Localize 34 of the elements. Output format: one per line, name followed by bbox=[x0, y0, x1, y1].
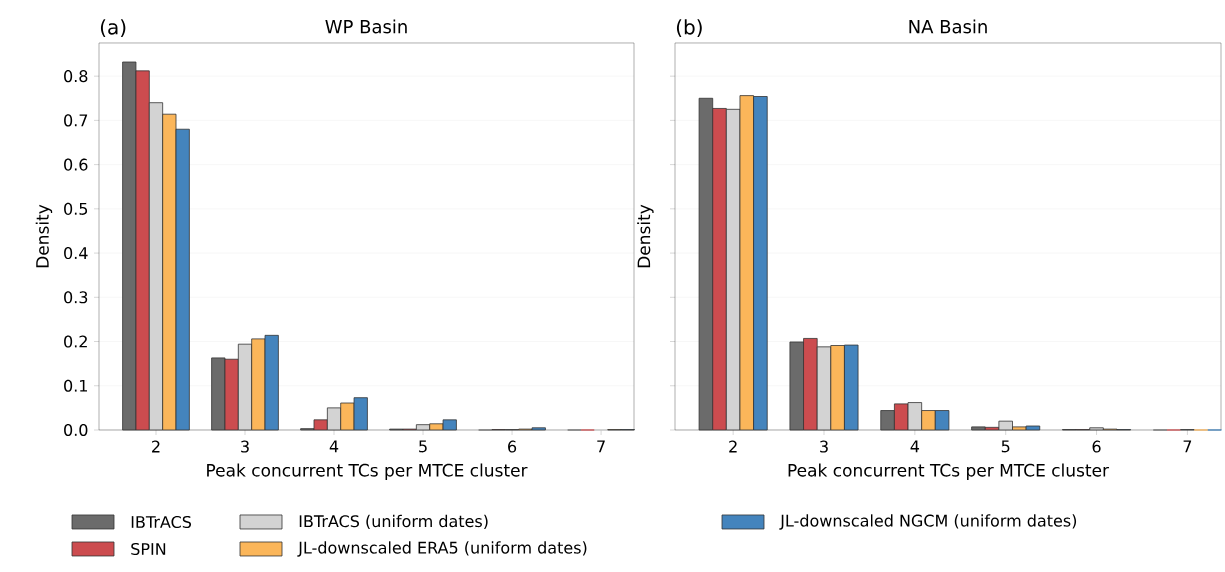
y-axis-title: Density bbox=[35, 204, 53, 268]
x-tick-label: 3 bbox=[241, 440, 249, 453]
y-axis-title: Density bbox=[637, 204, 654, 268]
legend-label: JL-downscaled ERA5 (uniform dates) bbox=[297, 541, 587, 557]
y-tick-label: 0.0 bbox=[64, 423, 88, 437]
x-tick-label: 7 bbox=[597, 440, 605, 453]
y-tick-label: 0.1 bbox=[64, 379, 87, 392]
legend-label: IBTrACS (uniform dates) bbox=[299, 514, 488, 530]
y-tick-label: 0.6 bbox=[64, 158, 88, 171]
x-tick-label: 6 bbox=[1092, 440, 1101, 453]
x-tick-label: 5 bbox=[1001, 440, 1010, 453]
y-tick-label: 0.8 bbox=[64, 70, 88, 83]
x-tick-label: 2 bbox=[729, 440, 737, 453]
chart-title: WP Basin bbox=[325, 19, 407, 34]
x-tick-label: 7 bbox=[1183, 440, 1192, 453]
x-tick-label: 4 bbox=[910, 440, 920, 453]
x-tick-label: 5 bbox=[419, 440, 427, 453]
text: (a) bbox=[100, 19, 126, 37]
y-tick-label: 0.5 bbox=[64, 202, 88, 215]
x-tick-label: 6 bbox=[508, 440, 517, 453]
y-tick-label: 0.2 bbox=[64, 335, 87, 348]
legend-label: JL-downscaled NGCM (uniform dates) bbox=[779, 514, 1077, 530]
legend-label: SPIN bbox=[131, 542, 166, 556]
x-tick-label: 2 bbox=[152, 440, 160, 453]
x-tick-label: 3 bbox=[820, 440, 828, 453]
x-axis-title: Peak concurrent TCs per MTCE cluster bbox=[207, 463, 528, 480]
text: (b) bbox=[676, 19, 702, 37]
x-axis-title: Peak concurrent TCs per MTCE cluster bbox=[788, 463, 1110, 480]
x-tick-label: 4 bbox=[329, 440, 339, 453]
y-tick-label: 0.7 bbox=[64, 114, 88, 127]
y-tick-label: 0.3 bbox=[64, 291, 88, 304]
legend-label: IBTrACS bbox=[131, 515, 192, 529]
chart-title: NA Basin bbox=[909, 19, 987, 34]
y-tick-label: 0.4 bbox=[64, 247, 88, 260]
